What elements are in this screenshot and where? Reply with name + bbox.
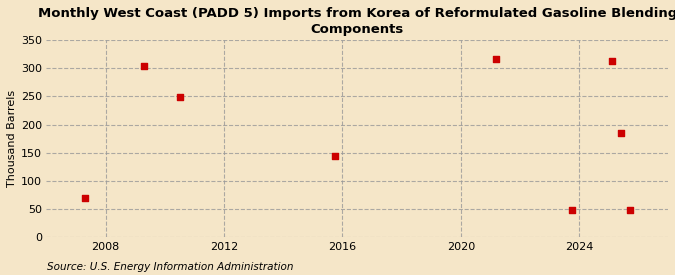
Text: Source: U.S. Energy Information Administration: Source: U.S. Energy Information Administ…	[47, 262, 294, 272]
Point	[624, 208, 635, 213]
Point	[138, 64, 149, 68]
Title: Monthly West Coast (PADD 5) Imports from Korea of Reformulated Gasoline Blending: Monthly West Coast (PADD 5) Imports from…	[38, 7, 675, 36]
Point	[566, 208, 577, 213]
Point	[174, 95, 185, 100]
Point	[80, 196, 90, 200]
Y-axis label: Thousand Barrels: Thousand Barrels	[7, 90, 17, 187]
Point	[491, 56, 502, 61]
Point	[329, 153, 340, 158]
Point	[616, 131, 626, 135]
Point	[606, 59, 617, 64]
